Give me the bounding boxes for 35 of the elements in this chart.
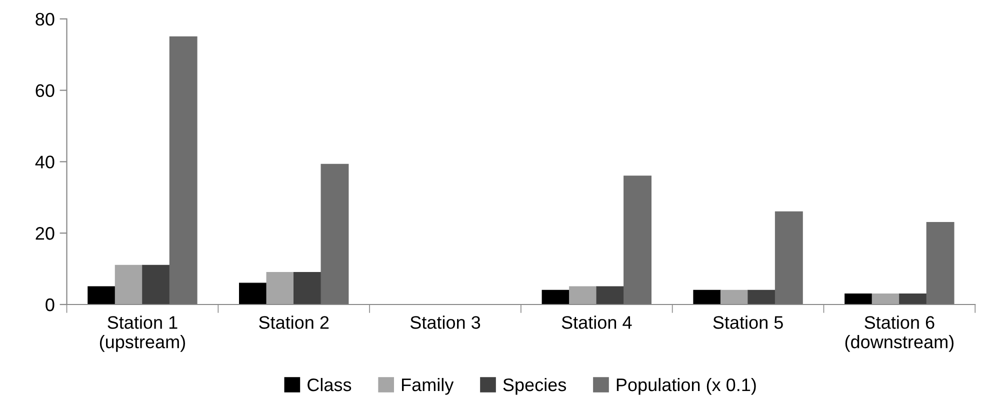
y-tick-label: 80 xyxy=(36,12,54,26)
bar xyxy=(542,290,570,304)
bar xyxy=(872,293,900,304)
bar xyxy=(569,286,597,304)
bar xyxy=(142,264,170,304)
y-tick-label: 0 xyxy=(46,298,54,312)
bar xyxy=(169,36,198,304)
bar xyxy=(720,290,748,304)
bar xyxy=(926,222,954,304)
bar xyxy=(239,282,267,304)
legend-label: Species xyxy=(503,378,566,395)
bar xyxy=(899,293,928,304)
y-tick-label: 20 xyxy=(36,227,54,240)
bar xyxy=(266,272,294,304)
bar xyxy=(624,176,652,304)
bar xyxy=(748,290,776,304)
x-tick-label: Station 4 xyxy=(562,316,632,329)
legend-label: Population (x 0.1) xyxy=(616,378,756,395)
x-tick-label: Station 5 xyxy=(713,316,783,329)
x-tick-label: Station 3 xyxy=(410,316,480,329)
bar xyxy=(294,272,322,304)
bar xyxy=(693,290,722,304)
bar xyxy=(774,211,803,304)
bar xyxy=(596,286,624,304)
bar xyxy=(114,264,143,304)
y-tick-label: 60 xyxy=(36,84,54,98)
legend-label: Class xyxy=(308,378,352,392)
legend-label: Family xyxy=(402,378,454,395)
x-tick-label: Station 1 (upstream) xyxy=(100,316,185,352)
x-tick-label: Station 6 (downstream) xyxy=(845,316,954,352)
y-tick-label: 40 xyxy=(35,156,54,168)
x-tick-label: Station 2 xyxy=(259,316,329,329)
bar xyxy=(88,286,116,304)
bar xyxy=(320,164,349,304)
bar xyxy=(844,293,873,304)
